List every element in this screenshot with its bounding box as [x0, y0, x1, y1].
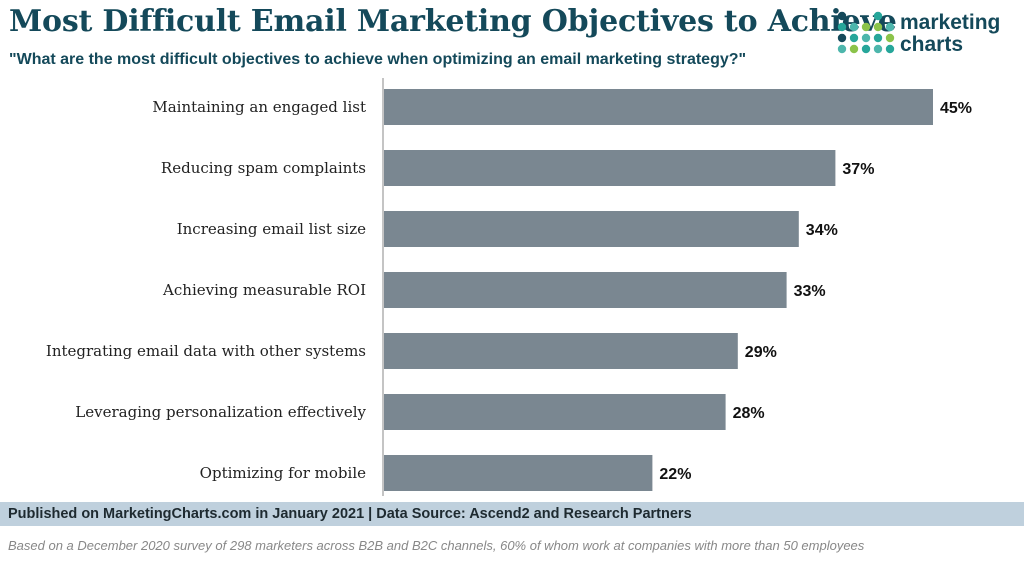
bar-chart: Maintaining an engaged list 45% Reducing s… [46, 78, 972, 496]
category-label: Reducing spam complaints [161, 159, 366, 177]
value-label: 22% [659, 466, 691, 483]
category-label: Maintaining an engaged list [152, 98, 366, 116]
bar [384, 394, 726, 430]
logo-dot [873, 22, 883, 32]
value-label: 45% [940, 100, 972, 117]
logo-dot [849, 44, 859, 54]
logo-dot [837, 33, 847, 43]
logo-dot [861, 33, 871, 43]
value-label: 29% [745, 344, 777, 361]
logo-dot [861, 44, 871, 54]
logo-dot [885, 22, 895, 32]
bar [384, 455, 653, 491]
footer-note: Based on a December 2020 survey of 298 m… [8, 538, 865, 553]
marketingcharts-logo: marketing charts [836, 10, 1016, 60]
chart-title: Most Difficult Email Marketing Objective… [9, 4, 897, 39]
logo-dot [885, 33, 895, 43]
logo-dot [873, 44, 883, 54]
bar [384, 272, 787, 308]
logo-dot [873, 33, 883, 43]
logo-dot [837, 44, 847, 54]
logo-dot [849, 22, 859, 32]
logo-dot [861, 22, 871, 32]
category-label: Leveraging personalization effectively [75, 403, 366, 421]
logo-dots-icon [837, 11, 895, 54]
bar [384, 211, 799, 247]
logo-dot [873, 11, 883, 21]
bar [384, 89, 933, 125]
footer-published: Published on MarketingCharts.com in Janu… [8, 506, 692, 522]
chart-subtitle: "What are the most difficult objectives … [9, 51, 747, 68]
logo-text: marketing charts [900, 12, 1000, 56]
bar [384, 333, 738, 369]
logo-dot [837, 11, 847, 21]
logo-dot [837, 22, 847, 32]
value-label: 37% [842, 161, 874, 178]
logo-dot [885, 44, 895, 54]
value-label: 28% [733, 405, 765, 422]
footer-bar: Published on MarketingCharts.com in Janu… [0, 502, 1024, 526]
category-label: Integrating email data with other system… [46, 342, 366, 360]
bar [384, 150, 836, 186]
category-label: Optimizing for mobile [200, 464, 366, 482]
logo-line-2: charts [900, 33, 964, 56]
logo-line-1: marketing [900, 11, 1001, 34]
category-label: Increasing email list size [177, 220, 366, 238]
category-label: Achieving measurable ROI [162, 281, 366, 299]
value-label: 33% [794, 283, 826, 300]
logo-dot [849, 33, 859, 43]
value-label: 34% [806, 222, 838, 239]
